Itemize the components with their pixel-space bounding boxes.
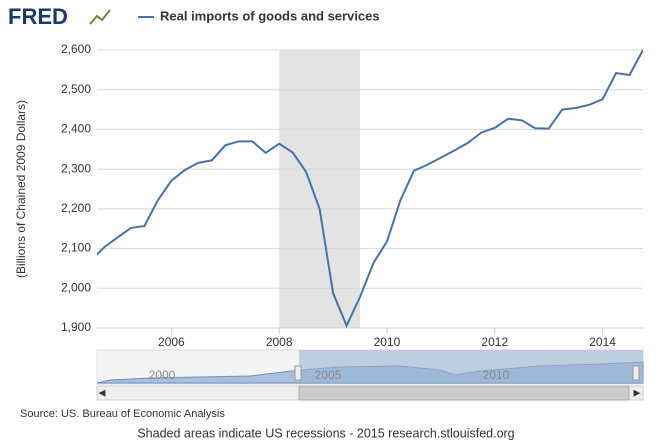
navigator-label: 2005 bbox=[315, 368, 342, 382]
footer: Shaded areas indicate US recessions - 20… bbox=[137, 426, 514, 440]
legend-label: Real imports of goods and services bbox=[160, 8, 380, 23]
y-tick-label: 2,100 bbox=[61, 241, 91, 255]
navigator-label: 2000 bbox=[149, 368, 176, 382]
scroll-arrow[interactable]: ◀ bbox=[99, 387, 106, 397]
scroll-arrow[interactable]: ▶ bbox=[634, 387, 641, 397]
source: Source: US. Bureau of Economic Analysis bbox=[20, 408, 225, 420]
plot: 1,900 2,000 2,100 2,200 2,300 2,400 2,500 2,600… bbox=[61, 42, 643, 349]
navigator-label: 2010 bbox=[483, 368, 510, 382]
y-tick-label: 2,600 bbox=[61, 42, 91, 56]
logo-icon bbox=[89, 9, 111, 25]
navigator-selection[interactable] bbox=[299, 350, 643, 384]
x-tick-label: 2014 bbox=[589, 335, 616, 349]
recession-shade bbox=[279, 50, 361, 328]
y-tick-label: 2,400 bbox=[61, 122, 91, 136]
navigator-handle[interactable] bbox=[632, 365, 640, 381]
x-tick-label: 2008 bbox=[266, 335, 293, 349]
y-axis-label: (Billions of Chained 2009 Dollars) bbox=[14, 100, 28, 278]
series-line bbox=[97, 49, 643, 329]
x-tick-label: 2010 bbox=[374, 335, 401, 349]
scrollbar-thumb[interactable] bbox=[298, 385, 630, 401]
navigator-handle[interactable] bbox=[294, 365, 302, 381]
y-tick-label: 2,000 bbox=[61, 280, 91, 294]
y-tick-label: 2,300 bbox=[61, 161, 91, 175]
y-tick-label: 1,900 bbox=[61, 320, 91, 334]
y-tick-label: 2,500 bbox=[61, 82, 91, 96]
logo: FRED bbox=[8, 4, 68, 29]
y-tick-label: 2,200 bbox=[61, 201, 91, 215]
x-tick-label: 2006 bbox=[158, 335, 185, 349]
x-tick-label: 2012 bbox=[481, 335, 508, 349]
